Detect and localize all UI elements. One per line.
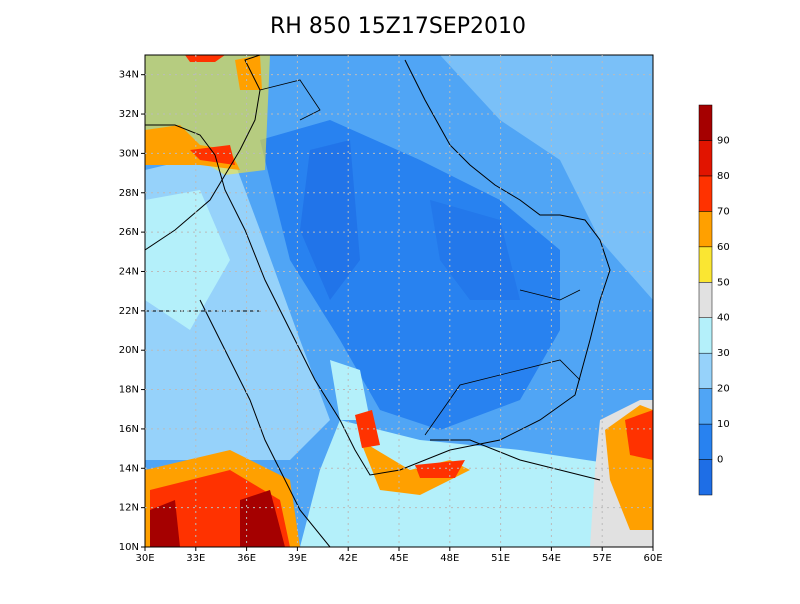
lon-label: 39E [288, 553, 307, 564]
lat-label: 20N [119, 345, 139, 356]
colorbar-segment [698, 104, 713, 141]
lat-label: 16N [119, 424, 139, 435]
colorbar-segment [698, 246, 713, 283]
colorbar-segment [698, 211, 713, 248]
colorbar-segment [698, 140, 713, 177]
colorbar-segment [698, 388, 713, 425]
colorbar-label: 20 [717, 384, 730, 395]
colorbar-label: 90 [717, 135, 730, 146]
lat-label: 26N [119, 227, 139, 238]
lat-label: 18N [119, 385, 139, 396]
colorbar-label: 40 [717, 313, 730, 324]
field [145, 55, 653, 547]
lon-label: 57E [593, 553, 612, 564]
lon-label: 42E [339, 553, 358, 564]
lat-label: 28N [119, 188, 139, 199]
lat-label: 34N [119, 70, 139, 81]
colorbar-segment [698, 282, 713, 318]
colorbar-segment [698, 175, 713, 212]
colorbar-segment [698, 317, 713, 354]
colorbar-label: 50 [717, 277, 730, 288]
lat-label: 10N [119, 542, 139, 553]
lat-label: 32N [119, 109, 139, 120]
lat-label: 24N [119, 266, 139, 277]
colorbar-label: 0 [717, 455, 723, 466]
lat-label: 14N [119, 463, 139, 474]
lon-label: 45E [389, 553, 408, 564]
colorbar-segment [698, 459, 713, 496]
lat-label: 30N [119, 148, 139, 159]
colorbar-label: 10 [717, 419, 730, 430]
lat-label: 12N [119, 503, 139, 514]
colorbar-label: 30 [717, 348, 730, 359]
colorbar-label: 80 [717, 171, 730, 182]
colorbar-segment [698, 423, 713, 460]
lon-label: 54E [542, 553, 561, 564]
colorbar-label: 70 [717, 206, 730, 217]
colorbar-segment [698, 352, 713, 389]
lon-label: 60E [643, 553, 662, 564]
lon-label: 30E [135, 553, 154, 564]
colorbar-label: 60 [717, 242, 730, 253]
lon-label: 33E [186, 553, 205, 564]
lon-label: 51E [491, 553, 510, 564]
lon-label: 48E [440, 553, 459, 564]
lon-label: 36E [237, 553, 256, 564]
title: RH 850 15Z17SEP2010 [270, 14, 526, 39]
lat-label: 22N [119, 306, 139, 317]
